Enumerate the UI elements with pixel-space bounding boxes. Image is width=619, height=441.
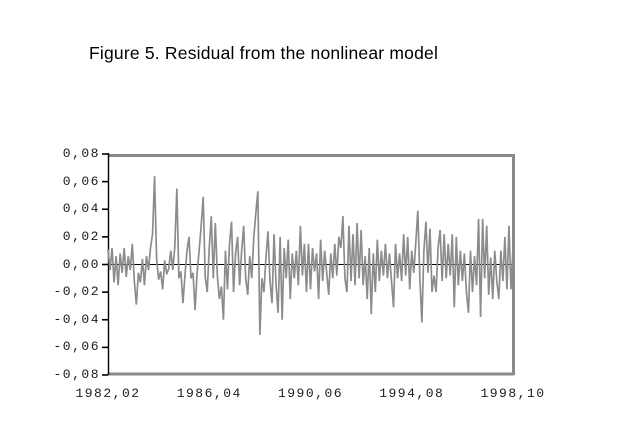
y-tick-label: -0,02 bbox=[53, 284, 100, 300]
x-tick-label: 1990,06 bbox=[277, 386, 344, 401]
x-tick-label: 1998,10 bbox=[480, 386, 546, 401]
y-axis-ticks bbox=[102, 153, 108, 376]
y-tick-label: -0,04 bbox=[53, 311, 100, 327]
x-tick-label: 1994,08 bbox=[379, 386, 445, 401]
y-tick-label: 0,06 bbox=[62, 173, 100, 189]
y-tick-label: 0,08 bbox=[62, 146, 100, 161]
y-tick-label: 0,00 bbox=[62, 256, 100, 272]
figure-title: Figure 5. Residual from the nonlinear mo… bbox=[89, 43, 439, 63]
x-tick-label: 1986,04 bbox=[176, 386, 242, 401]
y-tick-label: 0,04 bbox=[62, 201, 100, 217]
x-tick-label: 1982,02 bbox=[75, 386, 141, 401]
residual-series-line bbox=[107, 176, 514, 335]
plot-border bbox=[108, 154, 515, 376]
y-tick-label: -0,06 bbox=[53, 339, 100, 355]
y-tick-label: 0,02 bbox=[62, 228, 100, 244]
y-tick-label: -0,08 bbox=[53, 367, 100, 382]
